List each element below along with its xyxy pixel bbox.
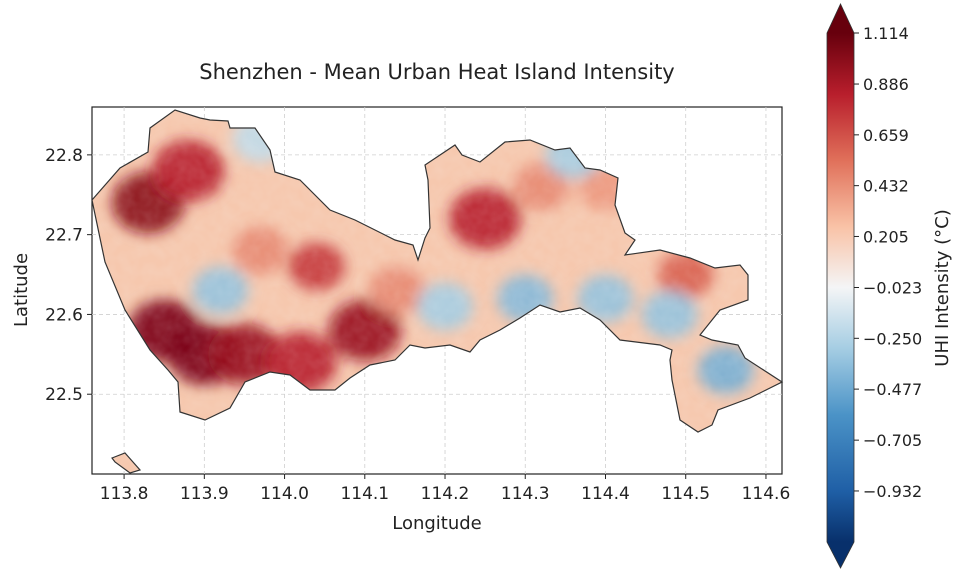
x-axis-label: Longitude — [392, 513, 482, 534]
colorbar-label: UHI Intensity (°C) — [932, 209, 953, 366]
chart-title: Shenzhen - Mean Urban Heat Island Intens… — [199, 60, 675, 84]
colorbar-extend-max — [827, 4, 854, 33]
colorbar-tick-label: 0.659 — [863, 126, 909, 145]
colorbar-extend-min — [827, 542, 854, 568]
colorbar-tick-label: 1.114 — [863, 24, 909, 43]
x-tick-label: 114.5 — [661, 484, 710, 504]
x-tick-label: 113.8 — [100, 484, 149, 504]
colorbar-tick-label: −0.250 — [863, 329, 922, 348]
colorbar-tick-label: −0.932 — [863, 482, 922, 501]
city-boundary — [91, 109, 784, 474]
y-axis-ticks: 22.8 22.7 22.6 22.5 — [45, 146, 92, 405]
y-tick-label: 22.8 — [45, 146, 83, 166]
x-tick-label: 114.3 — [501, 484, 550, 504]
colorbar: 1.114 0.886 0.659 0.432 0.205 −0.023 −0.250 −0.… — [826, 3, 953, 569]
colorbar-tick-label: 0.432 — [863, 177, 909, 196]
y-axis-label: Latitude — [11, 253, 32, 327]
colorbar-tick-label: −0.705 — [863, 431, 922, 450]
y-tick-label: 22.7 — [45, 226, 83, 246]
colorbar-tick-label: −0.477 — [863, 380, 922, 399]
x-tick-label: 114.1 — [340, 484, 389, 504]
x-tick-label: 114.4 — [581, 484, 630, 504]
colorbar-tick-label: 0.886 — [863, 75, 909, 94]
x-tick-label: 113.9 — [180, 484, 229, 504]
x-tick-label: 114.2 — [421, 484, 470, 504]
x-tick-label: 114.0 — [260, 484, 309, 504]
colorbar-tick-label: 0.205 — [863, 227, 909, 246]
x-tick-label: 114.6 — [742, 484, 791, 504]
y-tick-label: 22.5 — [45, 385, 83, 405]
colorbar-tick-label: −0.023 — [863, 279, 922, 298]
x-axis-ticks: 113.8 113.9 114.0 114.1 114.2 114.3 114.4 114.5… — [100, 474, 791, 504]
y-tick-label: 22.6 — [45, 305, 83, 325]
colorbar-gradient — [827, 33, 854, 542]
